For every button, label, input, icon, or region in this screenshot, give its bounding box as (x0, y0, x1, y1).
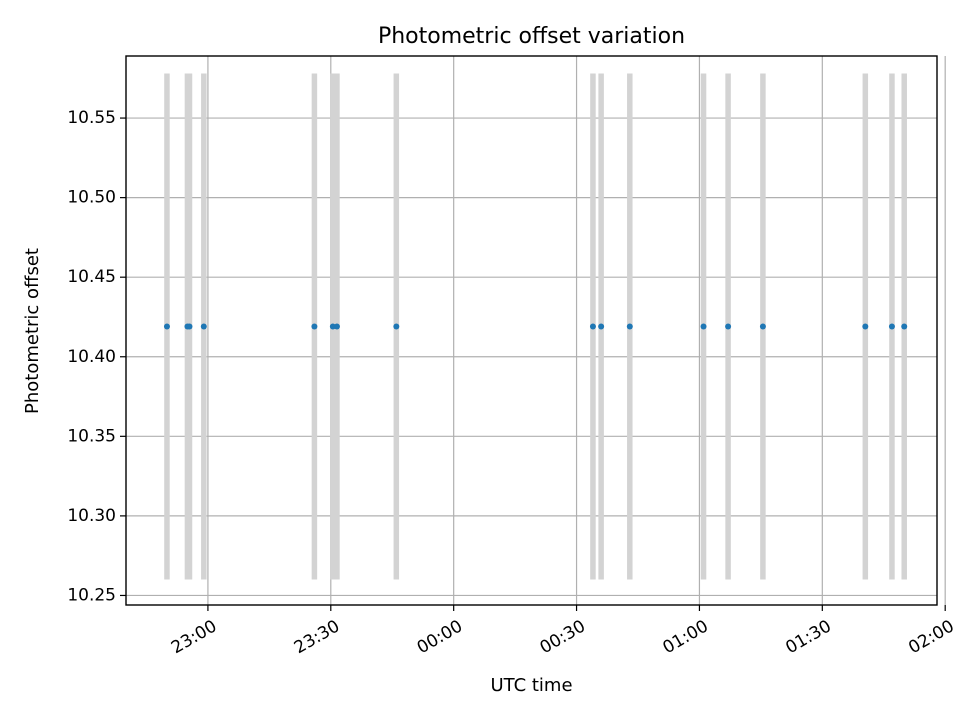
data-point (333, 323, 340, 330)
data-point (901, 323, 908, 330)
y-grid-lines (126, 117, 937, 597)
data-point (393, 323, 400, 330)
x-tick-label: 23:30 (291, 616, 343, 658)
y-tick-label: 10.45 (67, 267, 116, 287)
data-point (626, 323, 633, 330)
x-tick-label: 00:30 (537, 616, 589, 658)
data-points (163, 323, 908, 330)
data-point (725, 323, 732, 330)
y-tick-label: 10.25 (67, 585, 116, 605)
chart-title: Photometric offset variation (378, 24, 685, 49)
x-tick-label: 01:30 (782, 616, 834, 658)
data-point (700, 323, 707, 330)
y-tick-label: 10.35 (67, 426, 116, 446)
y-tick-label: 10.50 (67, 188, 116, 208)
y-axis-ticks: 10.25 10.30 10.35 10.40 10.45 10.50 10.55 (67, 108, 126, 605)
x-grid-lines (207, 56, 946, 605)
y-tick-label: 10.55 (67, 108, 116, 128)
error-bars (164, 73, 907, 580)
y-tick-label: 10.30 (67, 506, 116, 526)
data-point (186, 323, 193, 330)
data-point (163, 323, 170, 330)
x-tick-label: 02:00 (905, 616, 957, 658)
data-point (311, 323, 318, 330)
data-point (862, 323, 869, 330)
data-point (200, 323, 207, 330)
data-point (888, 323, 895, 330)
x-axis-label: UTC time (490, 675, 572, 696)
y-tick-label: 10.40 (67, 347, 116, 367)
data-point (759, 323, 766, 330)
data-point (598, 323, 605, 330)
x-axis-ticks: 23:00 23:30 00:00 00:30 01:00 01:30 02:00 (168, 605, 958, 658)
y-axis-label: Photometric offset (22, 248, 43, 414)
x-tick-label: 01:00 (659, 616, 711, 658)
x-tick-label: 00:00 (414, 616, 466, 658)
plot-frame (125, 55, 938, 606)
data-point (589, 323, 596, 330)
x-tick-label: 23:00 (168, 616, 220, 658)
